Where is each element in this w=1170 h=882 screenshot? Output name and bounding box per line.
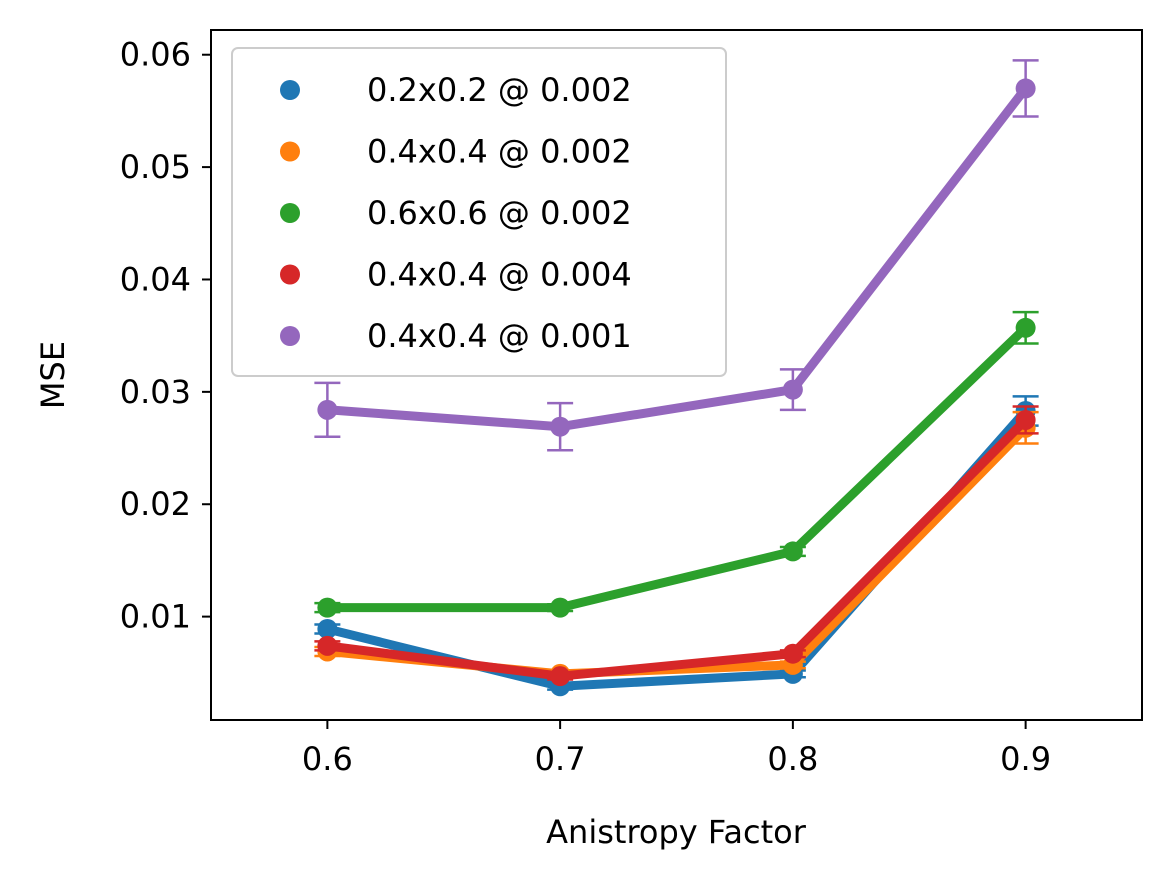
y-tick-label: 0.04 [120, 260, 191, 298]
legend-marker [280, 141, 300, 162]
data-point [550, 597, 571, 618]
legend-entry: 0.2x0.2 @ 0.002 [367, 71, 632, 109]
series-2 [314, 310, 1039, 618]
axes-frame [210, 29, 1143, 721]
series-line [322, 83, 1031, 432]
data-point [782, 643, 803, 664]
y-tick-label: 0.06 [120, 36, 191, 74]
series-line [322, 323, 1031, 613]
data-point [1015, 78, 1036, 99]
legend-marker [280, 80, 300, 100]
legend-entry: 0.4x0.4 @ 0.002 [367, 133, 632, 171]
series-line [322, 415, 1031, 681]
legend-entry: 0.4x0.4 @ 0.001 [367, 317, 632, 355]
x-axis-label: Anistropy Factor [546, 813, 807, 851]
y-tick-label: 0.02 [120, 485, 191, 523]
data-point [550, 416, 571, 437]
x-tick-label: 0.7 [535, 740, 586, 778]
legend-marker [280, 326, 300, 346]
data-point [317, 618, 338, 639]
legend-entry: 0.6x0.6 @ 0.002 [367, 194, 632, 232]
data-point [782, 541, 803, 562]
data-point [550, 666, 571, 687]
y-tick-label: 0.05 [120, 148, 191, 186]
legend: 0.2x0.2 @ 0.002 0.4x0.4 @ 0.002 0.6x0.6 @ … [231, 47, 727, 377]
legend-marker [280, 203, 300, 223]
series-3 [314, 405, 1039, 687]
legend-entry: 0.4x0.4 @ 0.004 [367, 256, 632, 294]
x-tick-label: 0.8 [767, 740, 818, 778]
data-point [317, 399, 338, 420]
data-point [317, 635, 338, 656]
data-point [317, 597, 338, 618]
data-point [782, 379, 803, 400]
series-layer [314, 59, 1039, 697]
x-axis: 0.6 0.7 0.8 0.9 [302, 720, 1051, 778]
x-tick-label: 0.6 [302, 740, 353, 778]
data-point [1015, 409, 1036, 430]
x-tick-label: 0.9 [1000, 740, 1051, 778]
y-tick-label: 0.01 [120, 598, 191, 636]
legend-marker [280, 264, 300, 285]
legend-frame [231, 47, 727, 377]
y-axis: 0.01 0.02 0.03 0.04 0.05 0.06 [120, 36, 211, 636]
y-tick-label: 0.03 [120, 373, 191, 411]
y-axis-label: MSE [34, 341, 72, 409]
series-4 [314, 59, 1039, 452]
data-point [1015, 317, 1036, 338]
